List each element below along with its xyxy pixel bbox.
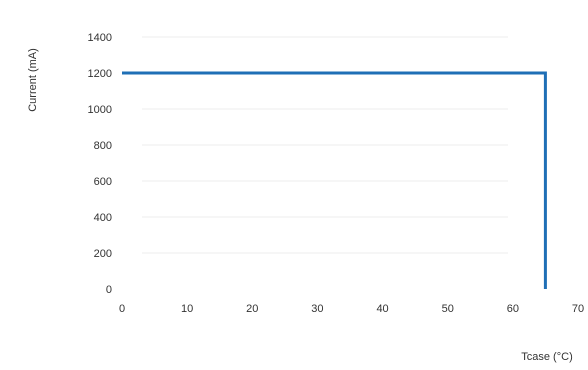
y-tick-label-200: 200 (94, 248, 112, 260)
x-axis-label: Tcase (°C) (521, 351, 572, 363)
y-tick-label-600: 600 (94, 176, 112, 188)
x-tick-label-40: 40 (376, 303, 388, 315)
x-tick-label-70: 70 (572, 303, 584, 315)
series-line-0 (122, 71, 547, 289)
x-tick-label-30: 30 (311, 303, 323, 315)
y-tick-label-400: 400 (94, 212, 112, 224)
y-tick-label-0: 0 (106, 284, 112, 296)
y-tick-label-800: 800 (94, 140, 112, 152)
x-tick-label-50: 50 (442, 303, 454, 315)
y-tick-label-1400: 1400 (88, 32, 112, 44)
gridlines (142, 36, 508, 254)
series-layer (122, 71, 547, 289)
x-tick-label-0: 0 (119, 303, 125, 315)
x-tick-label-10: 10 (181, 303, 193, 315)
y-tick-label-1200: 1200 (88, 68, 112, 80)
y-tick-labels: 0 200 400 600 800 1000 1200 1400 (88, 32, 112, 296)
y-tick-label-1000: 1000 (88, 104, 112, 116)
x-tick-label-60: 60 (507, 303, 519, 315)
x-tick-label-20: 20 (246, 303, 258, 315)
y-axis-label: Current (mA) (27, 48, 39, 112)
x-tick-labels: 0 10 20 30 40 50 60 70 (119, 303, 584, 315)
